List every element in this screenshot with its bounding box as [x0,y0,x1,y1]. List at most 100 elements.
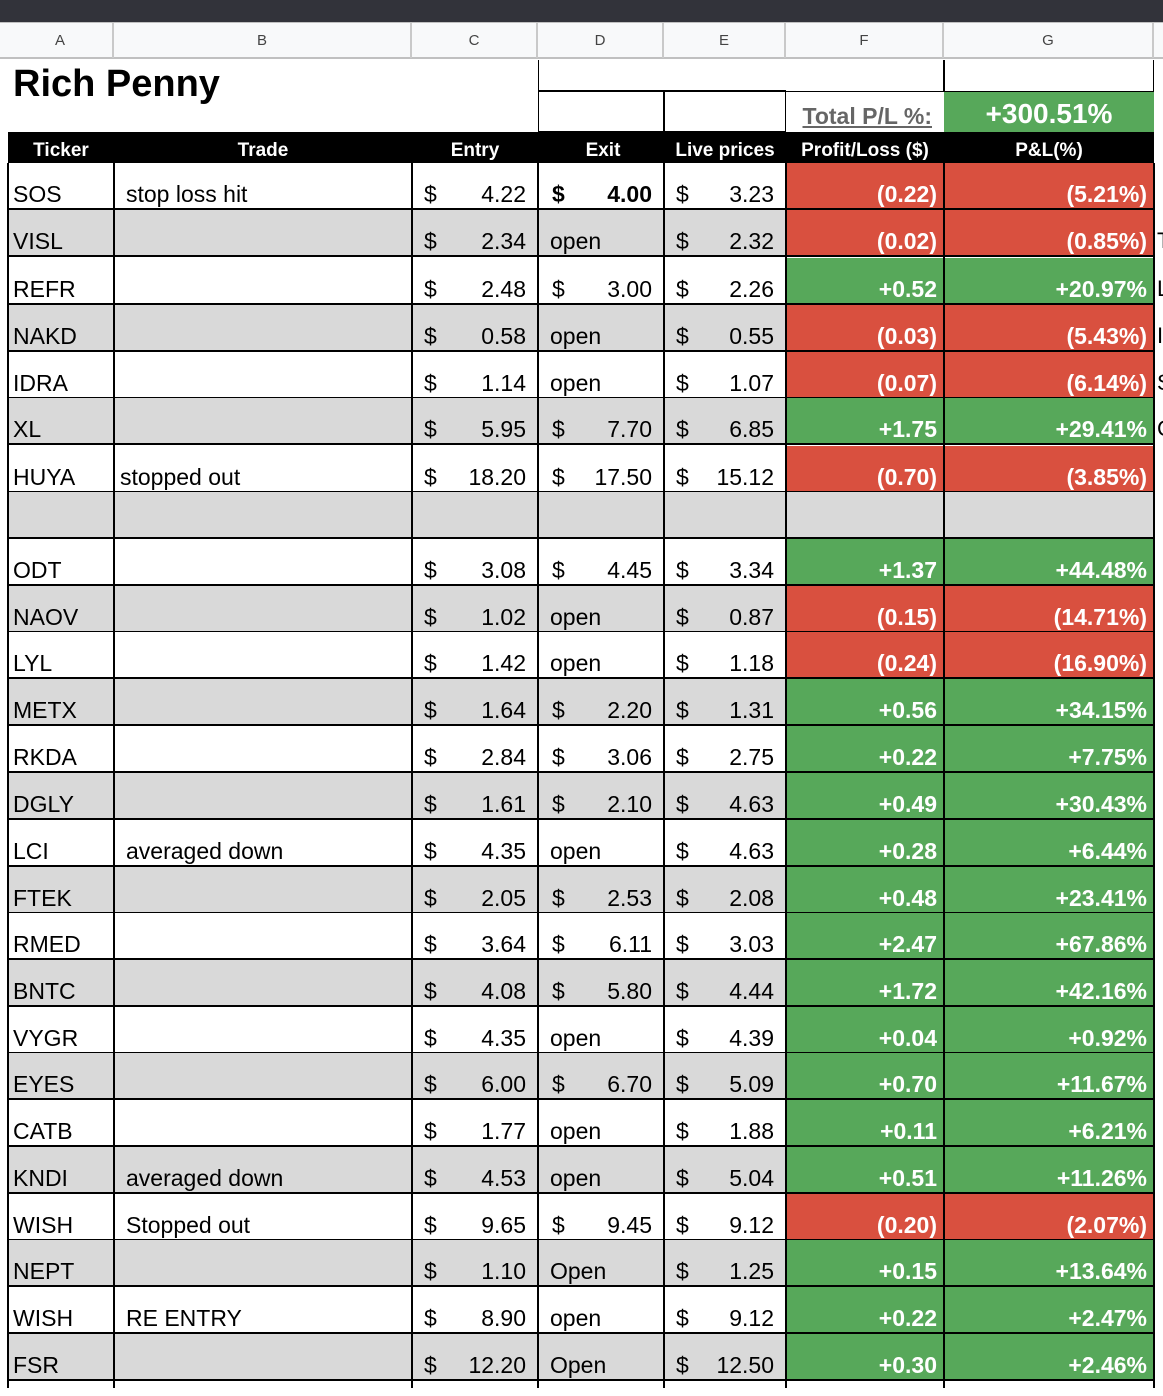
cell-entry[interactable]: $9.65 [412,1194,538,1239]
table-row[interactable]: RKDA $2.84 $3.06 $2.75 +0.22 +7.75% [8,726,1154,773]
cell-exit[interactable]: $4.00 [538,163,664,208]
cell-entry[interactable]: $1.02 [412,586,538,631]
cell-live-price[interactable]: $2.08 [664,867,786,912]
header-trade[interactable]: Trade [237,140,289,161]
total-pl-value[interactable]: +300.51% [944,92,1154,132]
cell-ticker[interactable]: RMED [13,931,81,957]
cell-pl-percent[interactable]: (6.14%) [944,352,1154,397]
cell-ticker[interactable] [8,492,114,537]
cell-ticker[interactable]: IDRA [13,370,68,396]
cell-entry[interactable]: $18.20 [412,446,538,491]
cell-live-price[interactable]: $1.31 [664,679,786,724]
cell-profit-loss[interactable]: +0.51 [786,1147,944,1192]
table-row[interactable]: NEPT $1.10 Open $1.25 +0.15 +13.64% [8,1240,1154,1287]
cell-trade[interactable] [114,960,412,1005]
cell-entry[interactable]: $5.95 [412,398,538,443]
cell-profit-loss[interactable]: +0.11 [786,1100,944,1145]
cell-profit-loss[interactable]: (0.15) [786,586,944,631]
cell-trade[interactable] [114,1100,412,1145]
cell-ticker[interactable]: EYES [13,1071,75,1097]
cell-entry[interactable]: $1.61 [412,773,538,818]
column-header-d[interactable]: D [538,23,664,58]
cell-exit[interactable] [538,492,664,537]
cell-trade[interactable]: stop loss hit [126,181,248,207]
cell-trade[interactable] [114,773,412,818]
table-row[interactable]: EYES $6.00 $6.70 $5.09 +0.70 +11.67% [8,1053,1154,1100]
cell-live-price[interactable]: $5.04 [664,1147,786,1192]
cell-profit-loss[interactable]: (0.20) [786,1194,944,1239]
cell-profit-loss[interactable]: +0.70 [786,1053,944,1098]
cell-exit[interactable]: $5.80 [538,960,664,1005]
cell-ticker[interactable]: FTEK [13,885,72,911]
cell-ticker[interactable]: NEPT [13,1258,75,1284]
cell-entry[interactable]: $2.84 [412,726,538,771]
cell-entry[interactable]: $8.90 [412,1287,538,1332]
cell-profit-loss[interactable]: +2.47 [786,913,944,958]
cell-entry[interactable]: $4.35 [412,820,538,865]
cell-live-price[interactable]: $1.07 [664,352,786,397]
cell-live-price[interactable]: $3.23 [664,163,786,208]
cell-entry[interactable]: $3.64 [412,913,538,958]
cell-trade[interactable] [114,726,412,771]
cell-profit-loss[interactable]: +0.49 [786,773,944,818]
cell-entry[interactable]: $1.10 [412,1240,538,1285]
cell-exit[interactable]: open [550,323,602,349]
cell-ticker[interactable]: NAOV [13,604,79,630]
cell-ticker[interactable]: METX [13,697,77,723]
cell-pl-percent[interactable]: (5.21%) [944,163,1154,208]
sheet-title[interactable]: Rich Penny [13,63,220,105]
cell-live-price[interactable]: $4.63 [664,820,786,865]
cell-trade[interactable] [114,586,412,631]
cell-entry[interactable]: $2.05 [412,867,538,912]
cell-pl-percent[interactable]: (0.85%) [944,210,1154,255]
table-row[interactable]: RMED $3.64 $6.11 $3.03 +2.47 +67.86% [8,913,1154,960]
cell-ticker[interactable]: VISL [13,228,63,254]
cell-pl-percent[interactable]: +6.21% [944,1100,1154,1145]
cell-trade[interactable] [114,1007,412,1052]
cell-profit-loss[interactable]: +0.22 [786,726,944,771]
cell-live-price[interactable]: $0.55 [664,305,786,350]
cell-entry[interactable]: $3.08 [412,539,538,584]
cell-pl-percent[interactable]: +42.16% [944,960,1154,1005]
cell-trade[interactable] [114,679,412,724]
cell-entry[interactable]: $4.53 [412,1147,538,1192]
cell-exit[interactable]: $6.11 [538,913,664,958]
cell-ticker[interactable]: REFR [13,276,76,302]
cell-live-price[interactable] [664,492,786,537]
cell-live-price[interactable]: $4.39 [664,1007,786,1052]
column-header-g[interactable]: G [944,23,1154,58]
cell-pl-percent[interactable]: +23.41% [944,867,1154,912]
cell-profit-loss[interactable]: (0.07) [786,352,944,397]
cell-trade[interactable] [114,539,412,584]
table-row[interactable]: FTEK $2.05 $2.53 $2.08 +0.48 +23.41% [8,867,1154,914]
cell-ticker[interactable]: NAKD [13,323,77,349]
cell-profit-loss[interactable]: +0.15 [786,1240,944,1285]
cell-trade[interactable]: averaged down [126,1165,284,1191]
cell-ticker[interactable]: XL [13,416,42,442]
cell-pl-percent[interactable]: (16.90%) [944,632,1154,677]
cell-pl-percent[interactable]: (2.07%) [944,1194,1154,1239]
table-row[interactable]: FSR $12.20 Open $12.50 +0.30 +2.46% [8,1334,1154,1381]
cell-live-price[interactable]: $9.12 [664,1194,786,1239]
column-header-f[interactable]: F [786,23,944,58]
cell-live-price[interactable]: $1.25 [664,1240,786,1285]
table-row[interactable] [8,492,1154,539]
column-header-a[interactable]: A [8,23,114,58]
cell-profit-loss[interactable] [786,492,944,537]
cell-profit-loss[interactable]: +0.52 [786,258,944,303]
cell-pl-percent[interactable]: +30.43% [944,773,1154,818]
header-live-prices[interactable]: Live prices [675,140,775,161]
cell-entry[interactable]: $2.48 [412,258,538,303]
cell-exit[interactable]: Open [550,1258,607,1284]
cell-exit[interactable]: open [550,1165,602,1191]
cell-exit[interactable]: $4.45 [538,539,664,584]
column-header-c[interactable]: C [412,23,538,58]
table-row[interactable]: HUYA stopped out $18.20 $17.50 $15.12 (0.70)(… [8,446,1154,493]
table-row[interactable]: NAKD $0.58 open $0.55 (0.03) (5.43%) [8,305,1154,352]
table-row[interactable]: KNDI averaged down $4.53 open $5.04 +0.51 +11.… [8,1147,1154,1194]
cell-trade[interactable] [114,352,412,397]
cell-trade[interactable] [114,1053,412,1098]
cell-entry[interactable]: $1.77 [412,1100,538,1145]
cell-profit-loss[interactable]: (0.03) [786,305,944,350]
cell-ticker[interactable]: HUYA [13,464,76,490]
